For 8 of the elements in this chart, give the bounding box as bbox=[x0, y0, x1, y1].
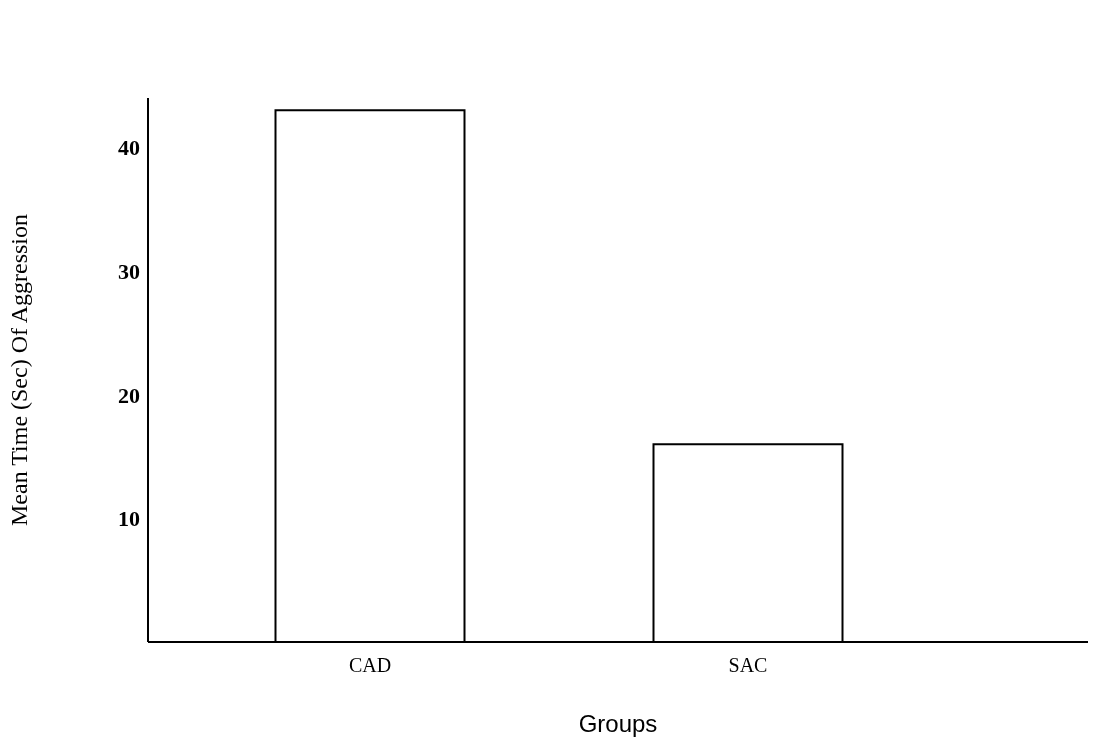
y-axis-title: Mean Time (Sec) Of Aggression bbox=[5, 214, 32, 526]
x-tick-label: SAC bbox=[728, 654, 768, 677]
y-tick-label: 30 bbox=[118, 258, 140, 284]
y-tick-label: 20 bbox=[118, 382, 140, 408]
y-tick-label: 40 bbox=[118, 135, 140, 161]
x-axis-title: Groups bbox=[578, 710, 658, 737]
y-tick-label: 10 bbox=[118, 506, 140, 532]
x-tick-label: CAD bbox=[348, 654, 392, 677]
